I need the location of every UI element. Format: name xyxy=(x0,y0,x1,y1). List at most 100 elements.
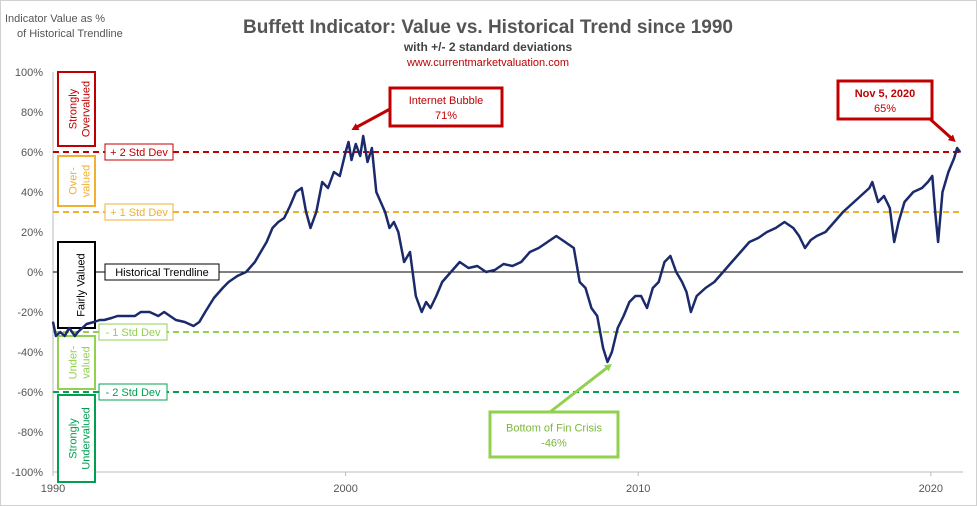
data-point xyxy=(663,261,666,263)
data-point xyxy=(953,157,956,159)
data-point xyxy=(704,287,707,289)
data-point xyxy=(393,221,395,223)
data-point xyxy=(956,147,958,149)
data-point xyxy=(77,331,79,333)
y-tick-label: 100% xyxy=(15,67,43,79)
reference-label-plus-1-std: + 1 Std Dev xyxy=(110,207,168,219)
data-point xyxy=(458,261,461,263)
data-point xyxy=(685,291,688,293)
data-point xyxy=(403,261,405,263)
band-label-line2: valued xyxy=(81,165,93,197)
data-point xyxy=(494,269,496,271)
annotation-value-fin-crisis: -46% xyxy=(541,438,567,450)
annotation-box-nov-2020 xyxy=(836,79,934,121)
data-point xyxy=(397,231,400,233)
data-point xyxy=(74,335,76,337)
data-point xyxy=(213,297,215,299)
reference-label-box-plus-1-std xyxy=(104,203,174,221)
data-point xyxy=(731,261,733,263)
band-box-overvalued xyxy=(57,155,96,207)
data-point xyxy=(804,247,806,249)
y-tick-label: 80% xyxy=(21,107,43,119)
x-tick-label: 2000 xyxy=(333,483,357,495)
data-point xyxy=(573,247,575,249)
data-point xyxy=(327,187,329,189)
data-point xyxy=(798,235,800,237)
reference-label-trendline: Historical Trendline xyxy=(115,267,209,279)
data-point xyxy=(889,207,891,209)
data-point xyxy=(739,251,742,253)
data-point xyxy=(366,161,369,163)
data-point xyxy=(774,227,777,229)
data-point xyxy=(375,191,378,193)
data-point xyxy=(221,287,224,289)
annotation-arrow-fin-crisis xyxy=(549,366,609,414)
data-point xyxy=(529,251,531,253)
data-point xyxy=(52,321,54,323)
y-axis-caption-line2: of Historical Trendline xyxy=(17,28,123,40)
data-point xyxy=(125,315,127,317)
annotation-arrow-nov-2020 xyxy=(928,117,953,140)
data-point xyxy=(578,281,581,283)
data-point xyxy=(622,315,625,317)
data-point xyxy=(657,281,660,283)
band-box-undervalued xyxy=(57,335,96,390)
data-point xyxy=(110,317,113,319)
data-point xyxy=(546,241,549,243)
data-point xyxy=(254,261,256,263)
data-point xyxy=(315,211,318,213)
data-point xyxy=(681,281,683,283)
data-point xyxy=(116,315,119,317)
band-label-line1: Fairly Valued xyxy=(76,253,88,316)
data-point xyxy=(300,187,303,189)
data-point xyxy=(859,195,862,197)
annotation-title-internet-bubble: Internet Bubble xyxy=(409,95,484,107)
data-point xyxy=(877,201,879,203)
band-label-line2: Undervalued xyxy=(81,407,93,469)
reference-label-box-plus-2-std xyxy=(104,143,174,161)
data-point xyxy=(584,287,587,289)
x-tick-label: 2020 xyxy=(919,483,943,495)
reference-label-box-minus-1-std xyxy=(98,323,168,341)
band-label-line2: Overvalued xyxy=(81,81,93,137)
data-point xyxy=(485,271,487,273)
data-point xyxy=(675,271,678,273)
data-point xyxy=(947,171,950,173)
data-point xyxy=(959,151,961,153)
annotation-box-internet-bubble xyxy=(388,86,504,128)
y-tick-label: 20% xyxy=(21,227,43,239)
data-point xyxy=(634,295,637,297)
data-point xyxy=(903,201,906,203)
data-point xyxy=(99,319,101,321)
data-point xyxy=(652,287,654,289)
data-point xyxy=(757,237,759,239)
band-label-line1: Strongly xyxy=(68,88,80,129)
data-point xyxy=(435,295,438,297)
data-point xyxy=(68,327,70,329)
data-point xyxy=(236,275,239,277)
data-point xyxy=(783,221,786,223)
data-point xyxy=(628,301,631,303)
data-point xyxy=(467,267,470,269)
data-point xyxy=(934,211,937,213)
data-point xyxy=(245,271,247,273)
data-point xyxy=(55,335,57,337)
data-point xyxy=(289,205,291,207)
data-point xyxy=(192,325,195,327)
annotation-value-nov-2020: 65% xyxy=(874,103,896,115)
data-point xyxy=(309,227,312,229)
data-point xyxy=(590,307,593,309)
data-point xyxy=(616,327,619,329)
data-point xyxy=(555,235,558,237)
y-tick-label: -40% xyxy=(17,347,43,359)
data-point xyxy=(564,241,566,243)
data-point xyxy=(602,347,604,349)
data-point xyxy=(766,231,768,233)
data-point xyxy=(359,155,362,157)
data-point xyxy=(810,239,812,241)
y-tick-label: 40% xyxy=(21,187,43,199)
data-point xyxy=(912,191,915,193)
data-point xyxy=(321,181,323,183)
reference-label-minus-2-std: - 2 Std Dev xyxy=(105,387,161,399)
